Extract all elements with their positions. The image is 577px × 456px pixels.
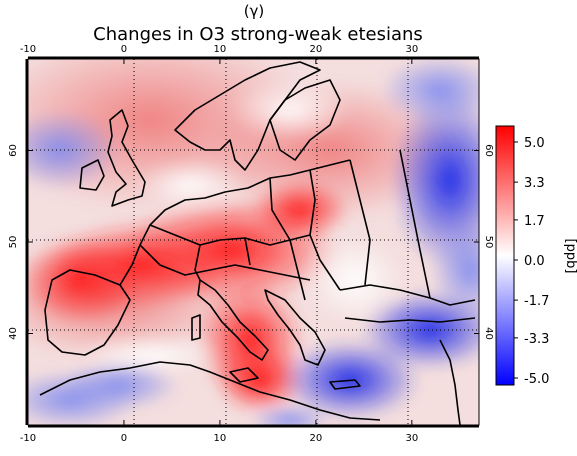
chart-title: Changes in O3 strong-weak etesians (93, 24, 423, 45)
x-tick-label-bottom: 10 (214, 433, 227, 444)
y-tick-label-left: 60 (8, 144, 19, 157)
colorbar-tick-label: 1.7 (524, 214, 545, 229)
coastlines (39, 61, 476, 425)
y-tick-label-left: 40 (8, 327, 19, 340)
x-tick-label-top: 30 (405, 44, 418, 55)
y-tick-label-left: 50 (8, 236, 19, 249)
x-tick-label-bottom: -10 (20, 433, 36, 444)
axis-tick-labels: -10 -10 0 0 10 10 20 20 30 30 40 40 50 50 60 60 (8, 44, 494, 444)
y-tick-label-right: 50 (483, 236, 494, 249)
colorbar-ticks: 5.0 3.3 1.7 0.0 -1.7 -3.3 -5.0 (514, 136, 549, 387)
colorbar-tick-label: 5.0 (524, 136, 545, 151)
x-tick-label-top: -10 (20, 44, 36, 55)
y-tick-label-right: 60 (483, 144, 494, 157)
graticule (28, 59, 479, 425)
y-tick-label-right: 40 (483, 327, 494, 340)
x-tick-label-top: 10 (214, 44, 227, 55)
colorbar-tick-label: 3.3 (524, 176, 545, 191)
colorbar-ramp (495, 125, 515, 386)
axis-ticks (27, 59, 479, 425)
x-tick-label-bottom: 20 (310, 433, 323, 444)
colorbar-tick-label: 0.0 (524, 254, 545, 269)
x-tick-label-bottom: 30 (405, 433, 418, 444)
ozone-change-field (28, 59, 479, 425)
x-tick-label-top: 20 (310, 44, 323, 55)
colorbar: 5.0 3.3 1.7 0.0 -1.7 -3.3 -5.0 [ppb] (495, 125, 577, 387)
colorbar-label: [ppb] (563, 239, 577, 274)
panel-label: (γ) (244, 2, 265, 20)
colorbar-tick-label: -1.7 (524, 294, 549, 309)
colorbar-tick-label: -3.3 (524, 332, 549, 347)
x-tick-label-top: 0 (121, 44, 127, 55)
x-tick-label-bottom: 0 (121, 433, 127, 444)
colorbar-tick-label: -5.0 (524, 372, 549, 387)
